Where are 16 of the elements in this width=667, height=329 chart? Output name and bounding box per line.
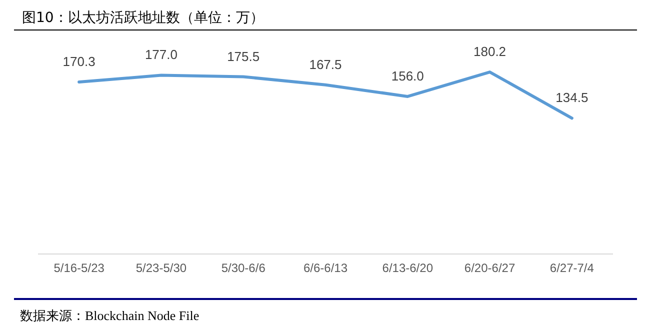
x-tick-label: 6/20-6/27 <box>464 261 516 275</box>
x-tick-label: 6/27-7/4 <box>550 261 594 275</box>
data-label: 134.5 <box>556 90 588 106</box>
x-tick-label: 6/6-6/13 <box>303 261 348 275</box>
x-tick-label: 6/13-6/20 <box>382 261 434 275</box>
source-note: 数据来源：Blockchain Node File <box>20 308 200 323</box>
data-label: 175.5 <box>227 48 260 64</box>
x-tick-label: 5/30-6/6 <box>221 261 266 275</box>
data-label: 156.0 <box>391 68 424 84</box>
x-tick-label: 5/16-5/23 <box>54 261 105 275</box>
data-label: 170.3 <box>62 54 96 70</box>
x-tick-label: 5/23-5/30 <box>136 261 187 275</box>
chart-title: 图10：以太坊活跃地址数（单位：万） <box>22 10 264 26</box>
data-label: 167.5 <box>309 56 342 72</box>
data-label: 177.0 <box>144 47 178 62</box>
data-label: 180.2 <box>474 44 506 60</box>
